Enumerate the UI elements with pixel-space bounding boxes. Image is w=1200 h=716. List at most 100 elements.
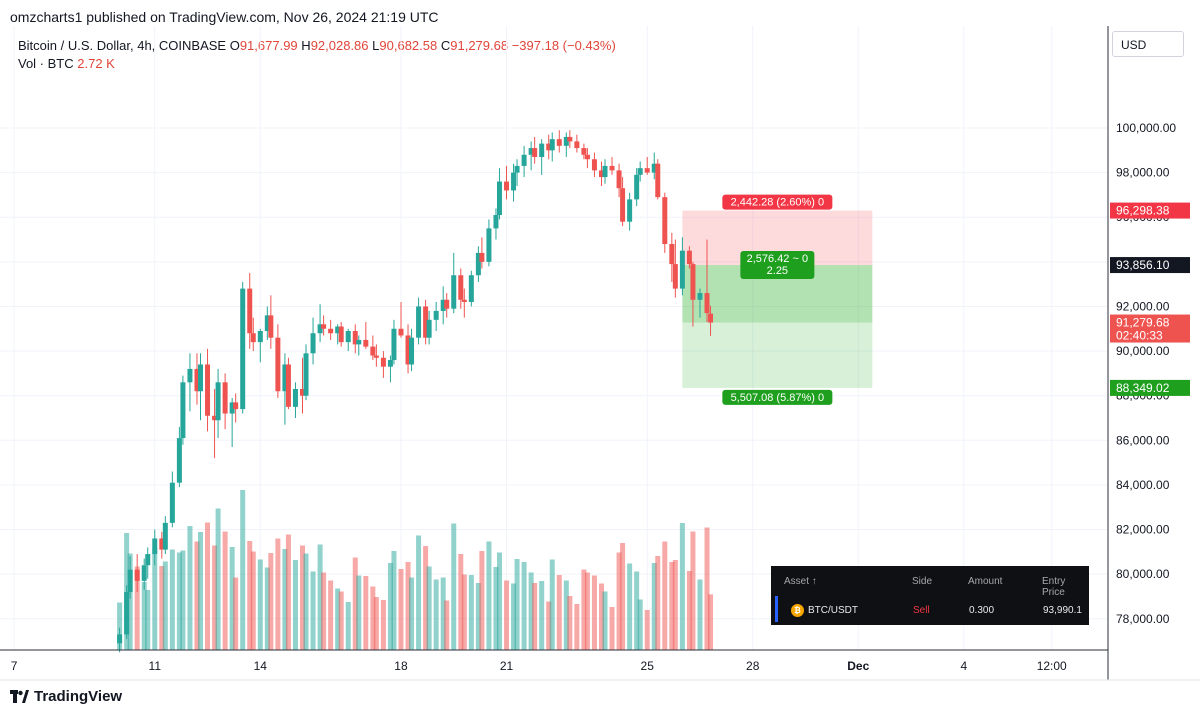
volume-bar bbox=[433, 579, 439, 650]
candle-body bbox=[363, 339, 369, 347]
candle-body bbox=[373, 355, 379, 358]
x-tick-label: 12:00 bbox=[1037, 659, 1067, 673]
y-tick-label: 90,000.00 bbox=[1116, 344, 1170, 358]
volume-bar bbox=[451, 523, 457, 650]
volume-bar bbox=[704, 527, 710, 650]
published-by-line: omzcharts1 published on TradingView.com,… bbox=[10, 9, 439, 25]
candle-body bbox=[145, 554, 151, 566]
amount-header[interactable]: Amount bbox=[968, 576, 1003, 587]
volume-bar bbox=[591, 575, 597, 650]
candle-body bbox=[176, 438, 182, 483]
y-tick-label: 92,000.00 bbox=[1116, 299, 1170, 313]
volume-bar bbox=[644, 610, 650, 650]
volume-label[interactable]: Vol · BTC bbox=[18, 56, 74, 71]
candle-body bbox=[169, 482, 175, 523]
volume-bar bbox=[486, 541, 492, 650]
asset-header[interactable]: Asset ↑ bbox=[784, 576, 817, 587]
candle-body bbox=[546, 143, 552, 151]
volume-bar bbox=[444, 600, 450, 650]
candle-body bbox=[591, 159, 597, 171]
candle-body bbox=[479, 252, 485, 262]
candle-body bbox=[152, 538, 158, 555]
open-value: 91,677.99 bbox=[239, 38, 298, 53]
volume-bar bbox=[229, 547, 235, 650]
side-cell: Sell bbox=[913, 605, 930, 616]
volume-bar bbox=[159, 566, 165, 650]
volume-bar bbox=[563, 580, 569, 650]
candle-body bbox=[627, 199, 633, 222]
pnl-label: 2,576.42 ~ 0 bbox=[747, 253, 808, 265]
volume-bar bbox=[637, 599, 643, 650]
candle-body bbox=[215, 382, 221, 421]
stop-label-box bbox=[722, 194, 833, 210]
volume-bar bbox=[373, 597, 379, 650]
y-tick-label: 82,000.00 bbox=[1116, 523, 1170, 537]
candle-body bbox=[584, 154, 590, 160]
volume-bar bbox=[247, 541, 253, 650]
volume-bar bbox=[598, 583, 604, 650]
volume-bar bbox=[212, 545, 218, 650]
volume-bar bbox=[370, 586, 376, 650]
candle-body bbox=[247, 288, 253, 334]
y-tick-label: 80,000.00 bbox=[1116, 567, 1170, 581]
low-label: L bbox=[372, 38, 380, 53]
volume-bar bbox=[556, 575, 562, 650]
candle-body bbox=[440, 299, 446, 311]
candle-body bbox=[532, 148, 538, 157]
volume-bar bbox=[616, 552, 622, 650]
volume-bar bbox=[303, 553, 309, 650]
candle-body bbox=[433, 310, 439, 320]
candle-body bbox=[521, 154, 527, 166]
volume-bar bbox=[356, 575, 362, 650]
volume-bar bbox=[475, 583, 481, 650]
currency-button[interactable]: USD bbox=[1112, 31, 1184, 57]
volume-bar bbox=[328, 580, 334, 650]
volume-bar bbox=[317, 544, 323, 650]
candle-body bbox=[539, 143, 545, 157]
candle-body bbox=[461, 299, 467, 302]
symbol-title[interactable]: Bitcoin / U.S. Dollar, 4h, COINBASE bbox=[18, 38, 227, 53]
candle-body bbox=[662, 197, 668, 244]
candle-body bbox=[321, 324, 327, 329]
volume-bar bbox=[609, 607, 615, 650]
entry-price-header[interactable]: Entry Price bbox=[1042, 576, 1066, 598]
volume-bar bbox=[546, 601, 552, 650]
candle-body bbox=[335, 326, 341, 334]
pnl-label: 2.25 bbox=[767, 265, 788, 277]
candle-body bbox=[328, 328, 334, 334]
volume-bar bbox=[180, 550, 186, 650]
target-label: 5,507.08 (5.87%) 0 bbox=[731, 392, 825, 404]
volume-bar bbox=[602, 591, 608, 650]
x-tick-label: 4 bbox=[960, 659, 967, 673]
entry-price-cell: 93,990.1 bbox=[1043, 605, 1082, 616]
volume-bar bbox=[282, 549, 288, 650]
candle-body bbox=[162, 522, 168, 550]
side-header[interactable]: Side bbox=[912, 576, 933, 587]
high-label: H bbox=[301, 38, 311, 53]
volume-bar bbox=[567, 596, 573, 650]
ohlc-legend: Bitcoin / U.S. Dollar, 4h, COINBASE O91,… bbox=[18, 38, 616, 53]
volume-bar bbox=[215, 508, 221, 650]
candle-body bbox=[352, 331, 358, 345]
asset-cell[interactable]: BTC/USDT bbox=[808, 605, 858, 616]
volume-bar bbox=[352, 557, 358, 650]
candle-body bbox=[310, 333, 316, 354]
pnl-label-box bbox=[740, 251, 815, 280]
volume-bar bbox=[662, 541, 668, 650]
volume-bar bbox=[655, 556, 661, 650]
candle-body bbox=[317, 324, 323, 334]
volume-bar bbox=[338, 591, 344, 650]
close-label: C bbox=[440, 38, 451, 53]
candle-body bbox=[609, 165, 615, 171]
candle-body bbox=[598, 170, 604, 178]
candle-body bbox=[634, 174, 640, 200]
volume-bar bbox=[141, 582, 147, 650]
stop-price-tag-box bbox=[1110, 202, 1190, 219]
candle-body bbox=[679, 250, 685, 289]
volume-bar bbox=[162, 561, 168, 650]
candle-body bbox=[292, 389, 298, 407]
volume-bar bbox=[416, 535, 422, 650]
target-price-tag-box bbox=[1110, 379, 1190, 396]
tradingview-logo[interactable]: TradingView bbox=[10, 688, 122, 705]
